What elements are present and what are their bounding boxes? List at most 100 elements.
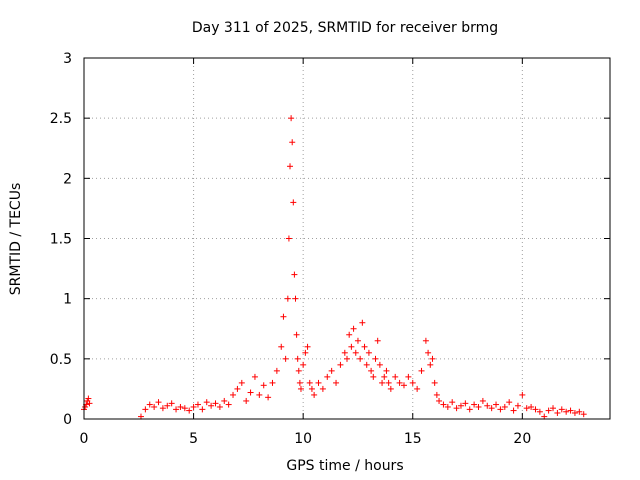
data-point (497, 406, 504, 413)
data-point (337, 361, 344, 368)
data-point (429, 355, 436, 362)
data-point (385, 379, 392, 386)
data-point (238, 379, 245, 386)
data-point (379, 379, 386, 386)
data-point (359, 319, 366, 326)
data-point (289, 139, 296, 146)
data-point (558, 406, 565, 413)
data-point (225, 401, 232, 408)
data-point (381, 373, 388, 380)
data-point (427, 361, 434, 368)
y-tick-label: 2.5 (50, 111, 72, 127)
data-point (288, 115, 295, 122)
grid (84, 58, 610, 419)
data-point (315, 379, 322, 386)
data-point (571, 409, 578, 416)
data-point (387, 385, 394, 392)
data-point (294, 355, 301, 362)
data-point (550, 405, 557, 412)
data-point (85, 395, 92, 402)
data-point (285, 235, 292, 242)
data-point (146, 401, 153, 408)
data-point (247, 389, 254, 396)
data-point (350, 325, 357, 332)
data-point (306, 379, 313, 386)
data-point (440, 401, 447, 408)
data-point (284, 295, 291, 302)
data-point (295, 367, 302, 374)
data-point (177, 403, 184, 410)
data-point (453, 405, 460, 412)
data-point (400, 382, 407, 389)
data-point (354, 337, 361, 344)
y-tick-label: 2 (63, 171, 72, 187)
data-point (212, 400, 219, 407)
data-point (199, 406, 206, 413)
data-point (422, 337, 429, 344)
data-point (221, 397, 228, 404)
data-point (374, 337, 381, 344)
data-point (479, 397, 486, 404)
data-point (86, 400, 93, 407)
data-point (433, 391, 440, 398)
data-point (328, 367, 335, 374)
data-point (348, 343, 355, 350)
data-point (208, 402, 215, 409)
data-point (164, 402, 171, 409)
data-point (383, 367, 390, 374)
data-point (324, 373, 331, 380)
data-point (414, 385, 421, 392)
data-point (528, 403, 535, 410)
x-tick-label: 5 (189, 431, 198, 447)
data-point (523, 405, 530, 412)
data-point (293, 331, 300, 338)
data-points (81, 115, 587, 420)
x-tick-label: 10 (294, 431, 312, 447)
data-point (159, 405, 166, 412)
axis-ticks: 0 0.5 1 1.5 2 2.5 3 0 5 10 15 20 (50, 51, 610, 447)
y-tick-label: 1.5 (50, 232, 72, 248)
data-point (311, 391, 318, 398)
data-point (475, 403, 482, 410)
data-point (216, 403, 223, 410)
data-point (155, 399, 162, 406)
data-point (186, 407, 193, 414)
data-point (300, 361, 307, 368)
data-point (302, 349, 309, 356)
data-point (346, 331, 353, 338)
data-point (563, 408, 570, 415)
data-point (405, 373, 412, 380)
data-point (278, 343, 285, 350)
data-point (363, 361, 370, 368)
y-axis-label: SRMTID / TECUs (8, 183, 24, 296)
data-point (256, 391, 263, 398)
data-point (431, 379, 438, 386)
data-point (352, 349, 359, 356)
data-point (376, 361, 383, 368)
data-point (260, 382, 267, 389)
data-point (436, 397, 443, 404)
data-point (280, 313, 287, 320)
x-tick-label: 0 (80, 431, 89, 447)
data-point (287, 163, 294, 170)
data-point (576, 408, 583, 415)
data-point (471, 401, 478, 408)
data-point (230, 391, 237, 398)
data-point (365, 349, 372, 356)
chart-title: Day 311 of 2025, SRMTID for receiver brm… (192, 20, 498, 36)
data-point (292, 295, 299, 302)
data-point (251, 373, 258, 380)
data-point (168, 400, 175, 407)
data-point (265, 394, 272, 401)
x-tick-label: 15 (404, 431, 422, 447)
x-tick-label: 20 (513, 431, 531, 447)
data-point (444, 403, 451, 410)
data-point (357, 355, 364, 362)
data-point (392, 373, 399, 380)
data-point (344, 355, 350, 362)
data-point (462, 400, 469, 407)
y-tick-label: 0.5 (50, 352, 72, 368)
data-point (333, 379, 340, 386)
data-point (203, 399, 210, 406)
